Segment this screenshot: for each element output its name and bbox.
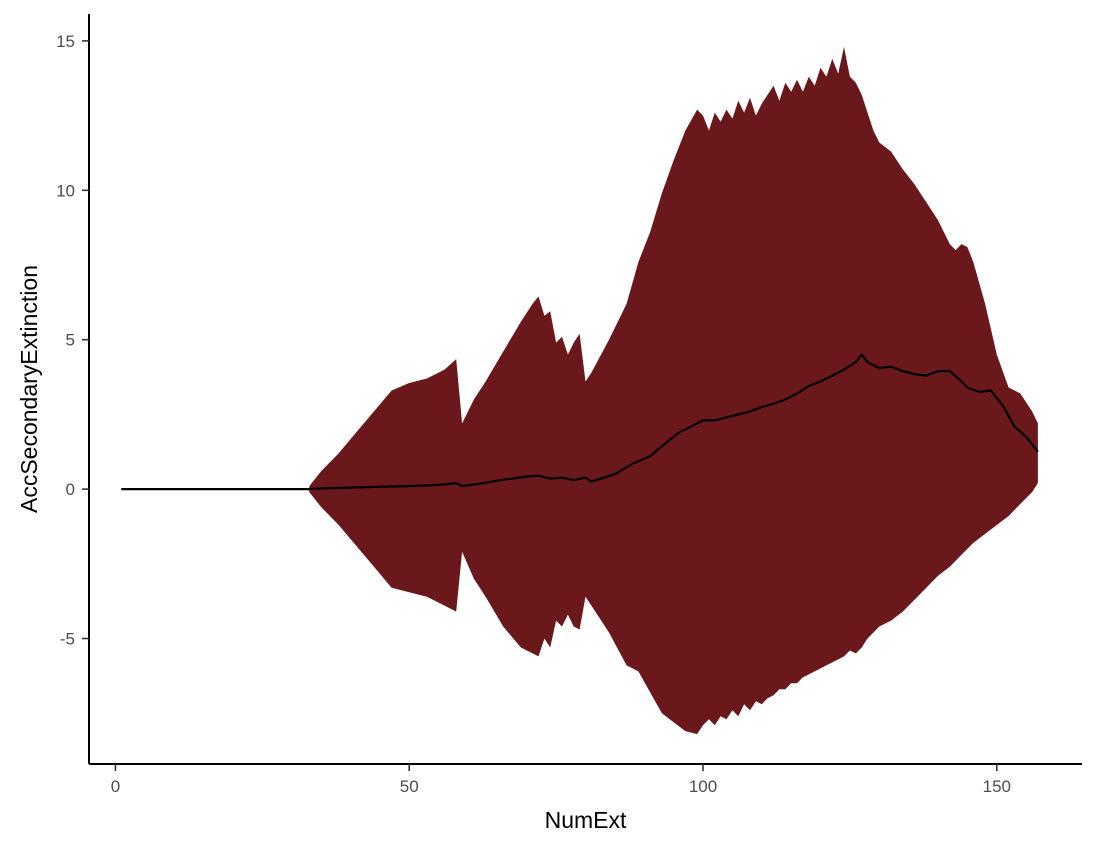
y-tick-label: 15: [56, 32, 75, 51]
ribbon-layer: [309, 46, 1038, 735]
y-tick-label: 10: [56, 181, 75, 200]
x-tick-label: 150: [983, 777, 1011, 796]
mean-line: [121, 353, 1039, 491]
y-tick-label: -5: [60, 630, 75, 649]
confidence-ribbon: [309, 46, 1038, 735]
x-tick-label: 0: [111, 777, 120, 796]
y-tick-label: 0: [66, 480, 75, 499]
x-axis-title: NumExt: [545, 807, 627, 833]
y-ticks: -5 0 5 10 15: [56, 32, 89, 649]
line-layer: [121, 353, 1039, 491]
x-ticks: 0 50 100 150: [111, 764, 1011, 796]
y-tick-label: 5: [66, 331, 75, 350]
y-axis-title: AccSecondaryExtinction: [16, 265, 42, 513]
x-tick-label: 100: [689, 777, 717, 796]
x-tick-label: 50: [400, 777, 419, 796]
